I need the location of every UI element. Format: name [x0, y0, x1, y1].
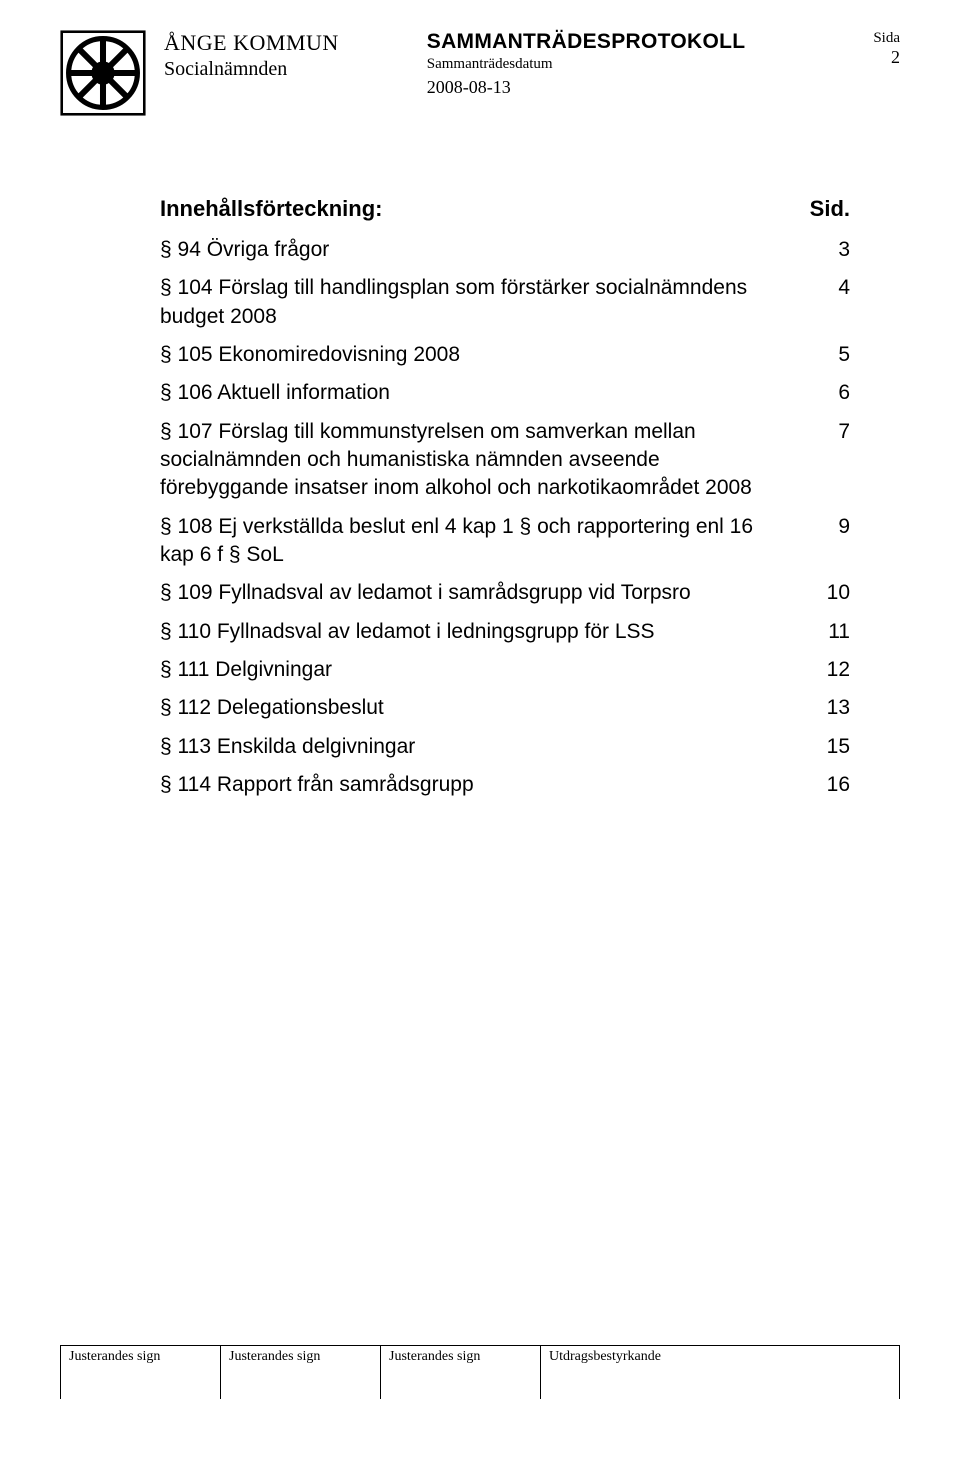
- toc-row: § 94 Övriga frågor 3: [160, 236, 860, 264]
- toc-heading-row: Innehållsförteckning: Sid.: [160, 196, 860, 222]
- toc-item-page: 7: [820, 418, 860, 446]
- toc-row: § 109 Fyllnadsval av ledamot i samrådsgr…: [160, 579, 860, 607]
- footer-sign-cell-1: Justerandes sign: [60, 1345, 220, 1399]
- toc-sid-label: Sid.: [810, 196, 860, 222]
- toc-item-label: § 109 Fyllnadsval av ledamot i samrådsgr…: [160, 579, 820, 607]
- toc-item-label: § 106 Aktuell information: [160, 379, 820, 407]
- header-text-block: ÅNGE KOMMUN Socialnämnden SAMMANTRÄDESPR…: [164, 30, 900, 98]
- toc-item-page: 15: [820, 733, 860, 761]
- toc-item-label: § 111 Delgivningar: [160, 656, 820, 684]
- toc-item-label: § 112 Delegationsbeslut: [160, 694, 820, 722]
- toc-item-page: 10: [820, 579, 860, 607]
- toc-item-page: 13: [820, 694, 860, 722]
- header-right: Sida 2: [873, 30, 900, 68]
- toc-item-page: 9: [820, 513, 860, 541]
- footer-sign-cell-2: Justerandes sign: [220, 1345, 380, 1399]
- toc-item-page: 3: [820, 236, 860, 264]
- toc-item-label: § 108 Ej verkställda beslut enl 4 kap 1 …: [160, 513, 820, 570]
- toc-item-label: § 94 Övriga frågor: [160, 236, 820, 264]
- page-container: ÅNGE KOMMUN Socialnämnden SAMMANTRÄDESPR…: [0, 0, 960, 1469]
- toc-row: § 111 Delgivningar 12: [160, 656, 860, 684]
- toc-row: § 114 Rapport från samrådsgrupp 16: [160, 771, 860, 799]
- toc-item-label: § 107 Förslag till kommunstyrelsen om sa…: [160, 418, 820, 503]
- kommun-logo-icon: [60, 30, 146, 116]
- toc-item-page: 16: [820, 771, 860, 799]
- toc-row: § 110 Fyllnadsval av ledamot i ledningsg…: [160, 618, 860, 646]
- footer-utdrag-cell: Utdragsbestyrkande: [540, 1345, 900, 1399]
- datum-label: Sammanträdesdatum: [427, 56, 553, 73]
- toc-item-page: 11: [820, 618, 860, 646]
- sida-number: 2: [891, 47, 900, 68]
- toc-item-label: § 113 Enskilda delgivningar: [160, 733, 820, 761]
- toc-row: § 108 Ej verkställda beslut enl 4 kap 1 …: [160, 513, 860, 570]
- kommun-name: ÅNGE KOMMUN: [164, 30, 339, 56]
- footer-sign-cell-3: Justerandes sign: [380, 1345, 540, 1399]
- toc-row: § 112 Delegationsbeslut 13: [160, 694, 860, 722]
- department-name: Socialnämnden: [164, 58, 339, 81]
- toc-item-label: § 110 Fyllnadsval av ledamot i ledningsg…: [160, 618, 820, 646]
- toc-heading: Innehållsförteckning:: [160, 196, 382, 222]
- protokoll-title: SAMMANTRÄDESPROTOKOLL: [427, 30, 746, 54]
- toc-item-label: § 104 Förslag till handlingsplan som för…: [160, 274, 820, 331]
- toc-row: § 113 Enskilda delgivningar 15: [160, 733, 860, 761]
- toc-item-label: § 105 Ekonomiredovisning 2008: [160, 341, 820, 369]
- toc-content: Innehållsförteckning: Sid. § 94 Övriga f…: [60, 196, 900, 800]
- header-left: ÅNGE KOMMUN Socialnämnden: [164, 30, 339, 81]
- toc-item-page: 5: [820, 341, 860, 369]
- sida-label: Sida: [873, 30, 900, 47]
- header-center: SAMMANTRÄDESPROTOKOLL Sammanträdesdatum …: [427, 30, 746, 98]
- page-header: ÅNGE KOMMUN Socialnämnden SAMMANTRÄDESPR…: [60, 30, 900, 116]
- toc-row: § 104 Förslag till handlingsplan som för…: [160, 274, 860, 331]
- toc-row: § 106 Aktuell information 6: [160, 379, 860, 407]
- toc-item-page: 4: [820, 274, 860, 302]
- toc-item-label: § 114 Rapport från samrådsgrupp: [160, 771, 820, 799]
- page-footer: Justerandes sign Justerandes sign Juster…: [60, 1345, 900, 1399]
- toc-row: § 107 Förslag till kommunstyrelsen om sa…: [160, 418, 860, 503]
- toc-item-page: 12: [820, 656, 860, 684]
- toc-item-page: 6: [820, 379, 860, 407]
- datum-value: 2008-08-13: [427, 77, 511, 98]
- toc-row: § 105 Ekonomiredovisning 2008 5: [160, 341, 860, 369]
